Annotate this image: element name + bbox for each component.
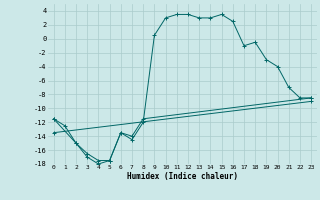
X-axis label: Humidex (Indice chaleur): Humidex (Indice chaleur) [127,172,238,181]
